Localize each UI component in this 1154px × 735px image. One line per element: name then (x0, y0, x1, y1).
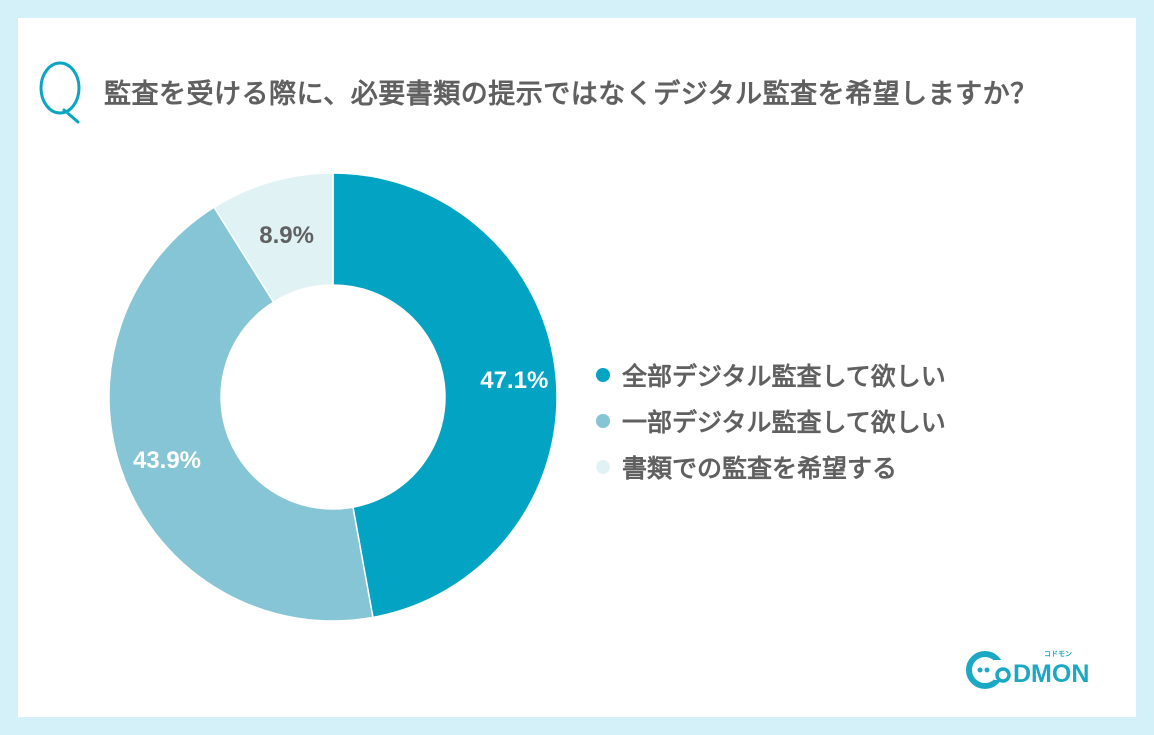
slice-value-label: 8.9% (259, 221, 314, 249)
codmon-logo: DMON コドモン (966, 646, 1106, 694)
svg-text:コドモン: コドモン (1044, 650, 1072, 658)
legend-label: 全部デジタル監査して欲しい (622, 362, 946, 391)
legend-dot-icon (596, 414, 610, 428)
question-q-icon (38, 58, 84, 128)
legend-item: 一部デジタル監査して欲しい (596, 398, 946, 444)
donut-slice (108, 206, 374, 622)
slice-value-label: 47.1% (480, 366, 549, 394)
slice-value-label: 43.9% (132, 447, 202, 475)
legend-label: 一部デジタル監査して欲しい (622, 408, 946, 437)
donut-slice (332, 172, 558, 619)
chart-legend: 全部デジタル監査して欲しい 一部デジタル監査して欲しい 書類での監査を希望する (596, 352, 946, 490)
legend-dot-icon (596, 460, 610, 474)
legend-item: 全部デジタル監査して欲しい (596, 352, 946, 398)
legend-dot-icon (596, 368, 610, 382)
donut-slice (213, 172, 334, 304)
legend-label: 書類での監査を希望する (622, 454, 898, 483)
logo-text: DMON (1013, 660, 1089, 688)
legend-item: 書類での監査を希望する (596, 444, 946, 490)
question-title: 監査を受ける際に、必要書類の提示ではなくデジタル監査を希望しますか？ (104, 79, 1038, 110)
